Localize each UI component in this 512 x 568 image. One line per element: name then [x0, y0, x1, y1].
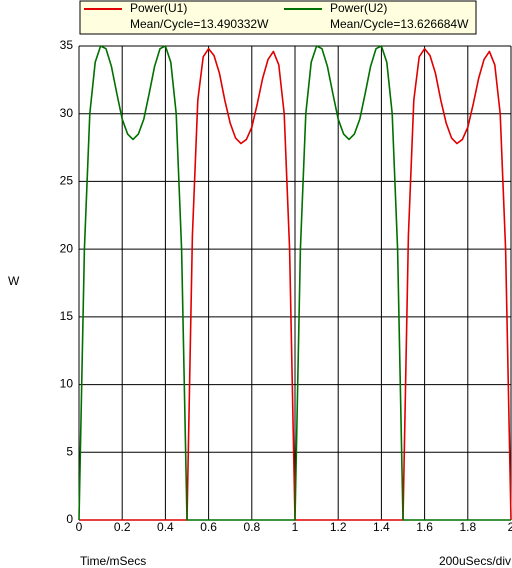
- y-axis-label: W: [8, 274, 20, 288]
- y-tick-label: 35: [60, 38, 74, 52]
- y-tick-label: 25: [60, 174, 74, 188]
- x-tick-label: 1: [292, 520, 299, 534]
- x-tick-label: 2: [508, 520, 512, 534]
- y-tick-label: 30: [60, 106, 74, 120]
- x-tick-label: 1.2: [330, 520, 347, 534]
- x-tick-label: 0.6: [200, 520, 217, 534]
- y-tick-label: 10: [60, 377, 74, 391]
- x-tick-label: 0.4: [157, 520, 174, 534]
- x-tick-label: 0.8: [243, 520, 260, 534]
- series-line: [78, 45, 511, 521]
- x-tick-label: 0: [76, 520, 83, 534]
- y-tick-label: 15: [60, 309, 74, 323]
- y-tick-label: 20: [60, 241, 74, 255]
- y-tick-label: 0: [66, 512, 73, 526]
- legend-label: Power(U2): [330, 1, 387, 15]
- mean-label: Mean/Cycle=13.626684W: [330, 17, 469, 31]
- x-axis-label: Time/mSecs: [80, 554, 146, 568]
- x-tick-label: 1.6: [416, 520, 433, 534]
- legend-box: [79, 0, 477, 35]
- y-tick-label: 5: [66, 444, 73, 458]
- x-tick-label: 1.8: [459, 520, 476, 534]
- legend-label: Power(U1): [130, 1, 187, 15]
- mean-label: Mean/Cycle=13.490332W: [130, 17, 269, 31]
- x-tick-label: 1.4: [373, 520, 390, 534]
- scale-label: 200uSecs/div: [439, 554, 511, 568]
- x-tick-label: 0.2: [114, 520, 131, 534]
